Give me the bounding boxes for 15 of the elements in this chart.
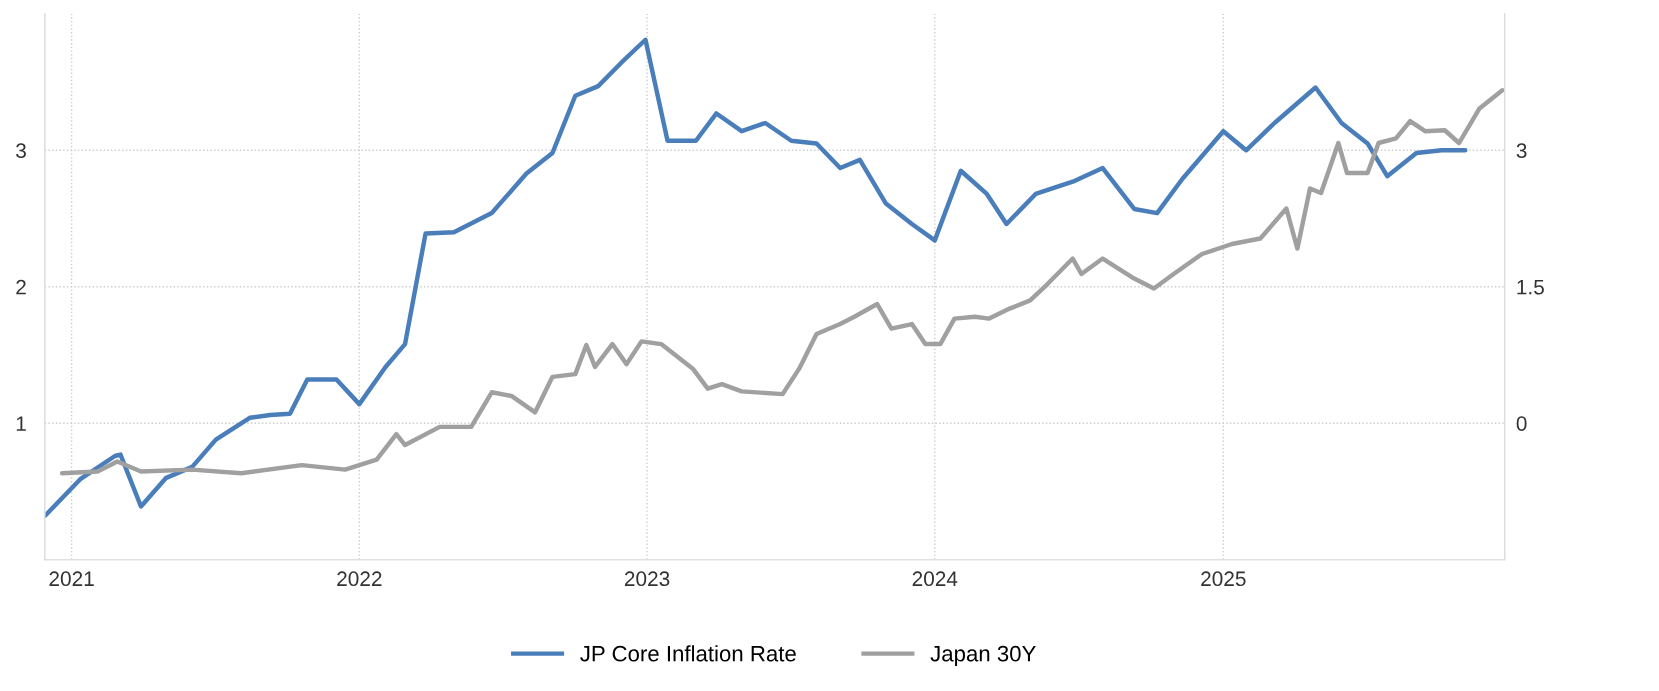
x-tick-label: 2025 xyxy=(1201,571,1246,587)
y2-tick-label: 0 xyxy=(1516,416,1527,431)
legend-label: JP Core Inflation Rate xyxy=(580,645,796,662)
x-tick-label: 2022 xyxy=(337,571,382,587)
y-tick-label: 2 xyxy=(16,279,26,295)
y-tick-label: 3 xyxy=(16,143,26,159)
line-series xyxy=(44,37,1468,519)
legend-label: Japan 30Y xyxy=(930,645,1036,666)
x-tick-label: 2021 xyxy=(49,571,94,587)
y2-tick-label: 3 xyxy=(1516,143,1527,159)
y2-tick-label: 1.5 xyxy=(1517,279,1544,295)
x-tick-label: 2024 xyxy=(912,571,958,587)
line-series xyxy=(59,88,1505,476)
y-tick-label: 1 xyxy=(16,416,26,431)
x-tick-label: 2023 xyxy=(624,571,670,587)
